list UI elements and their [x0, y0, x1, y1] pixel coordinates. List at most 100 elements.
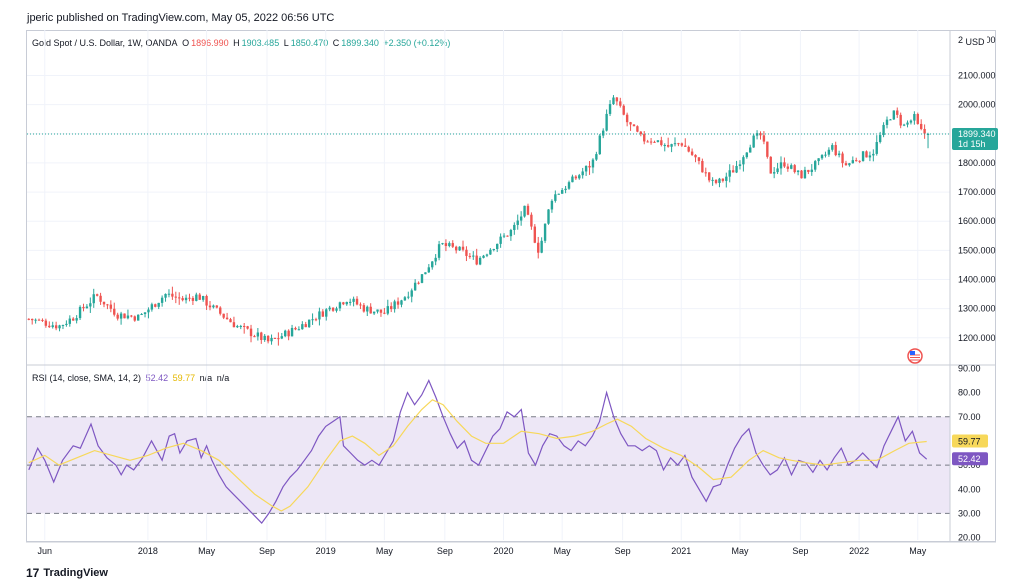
candle-body [820, 155, 824, 159]
candle-body [632, 124, 636, 127]
na-value-2: n/a [216, 373, 230, 383]
candle-body [759, 133, 762, 136]
candle-body [318, 311, 321, 320]
candle-body [851, 160, 855, 164]
candle-body [499, 236, 502, 244]
candle-body [78, 306, 82, 319]
candle-body [301, 324, 304, 330]
candle-body [526, 205, 530, 215]
candle-body [219, 307, 222, 314]
candle-body [492, 249, 495, 251]
candle-body [602, 130, 605, 136]
candle-body [383, 312, 386, 314]
price-tick-label: 1800.000 [958, 158, 996, 168]
candle-body [728, 170, 731, 177]
candle-body [697, 157, 701, 161]
candle-body [653, 141, 656, 143]
low-label: L [283, 38, 289, 48]
candle-body [629, 122, 632, 125]
flag-canton [910, 351, 915, 355]
candle-body [407, 296, 410, 298]
candle-body [48, 325, 51, 328]
candle-body [266, 335, 270, 342]
candle-body [109, 304, 113, 309]
candle-body [147, 309, 150, 313]
candle-body [198, 294, 201, 300]
candle-body [482, 255, 485, 258]
candle-body [513, 224, 516, 230]
candle-body [92, 294, 95, 304]
candle-body [34, 319, 37, 321]
time-tick-label: May [376, 546, 394, 556]
candle-body [865, 151, 868, 158]
candle-body [468, 255, 472, 257]
candle-body [625, 114, 629, 123]
candle-body [331, 307, 335, 311]
candle-body [523, 205, 526, 217]
candle-body [212, 305, 215, 308]
candle-body [311, 319, 314, 321]
sma-legend-value: 59.77 [172, 373, 196, 383]
candle-body [509, 229, 513, 237]
candle-body [790, 165, 793, 169]
candle-body [376, 309, 379, 312]
candle-body [171, 293, 174, 297]
candle-body [673, 143, 677, 145]
candle-body [711, 179, 714, 181]
candle-body [557, 193, 560, 195]
candle-body [796, 170, 800, 173]
candle-body [889, 119, 892, 121]
candle-body [410, 290, 413, 297]
candle-body [280, 336, 283, 339]
main-legend: Gold Spot / U.S. Dollar, 1W, OANDA O 1896… [32, 38, 452, 48]
candle-body [892, 110, 896, 120]
candle-body [749, 147, 752, 153]
candle-body [834, 145, 837, 156]
candle-body [413, 282, 417, 291]
candle-body [338, 302, 342, 309]
candle-body [65, 323, 68, 325]
rsi-tick-label: 20.00 [958, 533, 981, 543]
rsi-legend-value: 52.42 [145, 373, 169, 383]
candle-body [502, 235, 506, 237]
candle-body [704, 172, 707, 174]
candle-body [342, 302, 345, 305]
candle-body [208, 305, 212, 308]
price-tick-label: 1500.000 [958, 245, 996, 255]
candle-body [273, 337, 277, 339]
candle-body [485, 254, 489, 256]
candle-body [608, 104, 612, 114]
candle-body [369, 306, 372, 314]
candle-body [89, 303, 92, 307]
candle-body [827, 149, 831, 155]
candle-body [516, 220, 519, 225]
candle-body [560, 190, 564, 194]
candle-body [256, 332, 260, 337]
open-label: O [182, 38, 190, 48]
candle-body [143, 312, 147, 315]
candle-body [157, 302, 160, 307]
candle-body [178, 297, 181, 299]
candle-body [441, 243, 444, 245]
candle-body [31, 318, 34, 321]
candle-body [810, 169, 813, 172]
close-label: C [332, 38, 340, 48]
time-tick-label: 2022 [849, 546, 869, 556]
candle-body [807, 169, 810, 172]
candle-body [51, 325, 54, 328]
candle-body [745, 152, 749, 158]
candle-body [58, 325, 61, 329]
candle-body [831, 145, 834, 150]
candle-body [113, 308, 116, 315]
candle-body [718, 178, 721, 183]
candle-body [588, 165, 591, 168]
candle-body [919, 123, 923, 129]
candle-body [605, 113, 608, 131]
candle-body [472, 255, 475, 257]
candle-body [150, 304, 154, 310]
candle-body [899, 114, 902, 126]
currency-label: USD [965, 37, 985, 47]
candle-body [906, 122, 909, 125]
candle-body [400, 300, 403, 305]
